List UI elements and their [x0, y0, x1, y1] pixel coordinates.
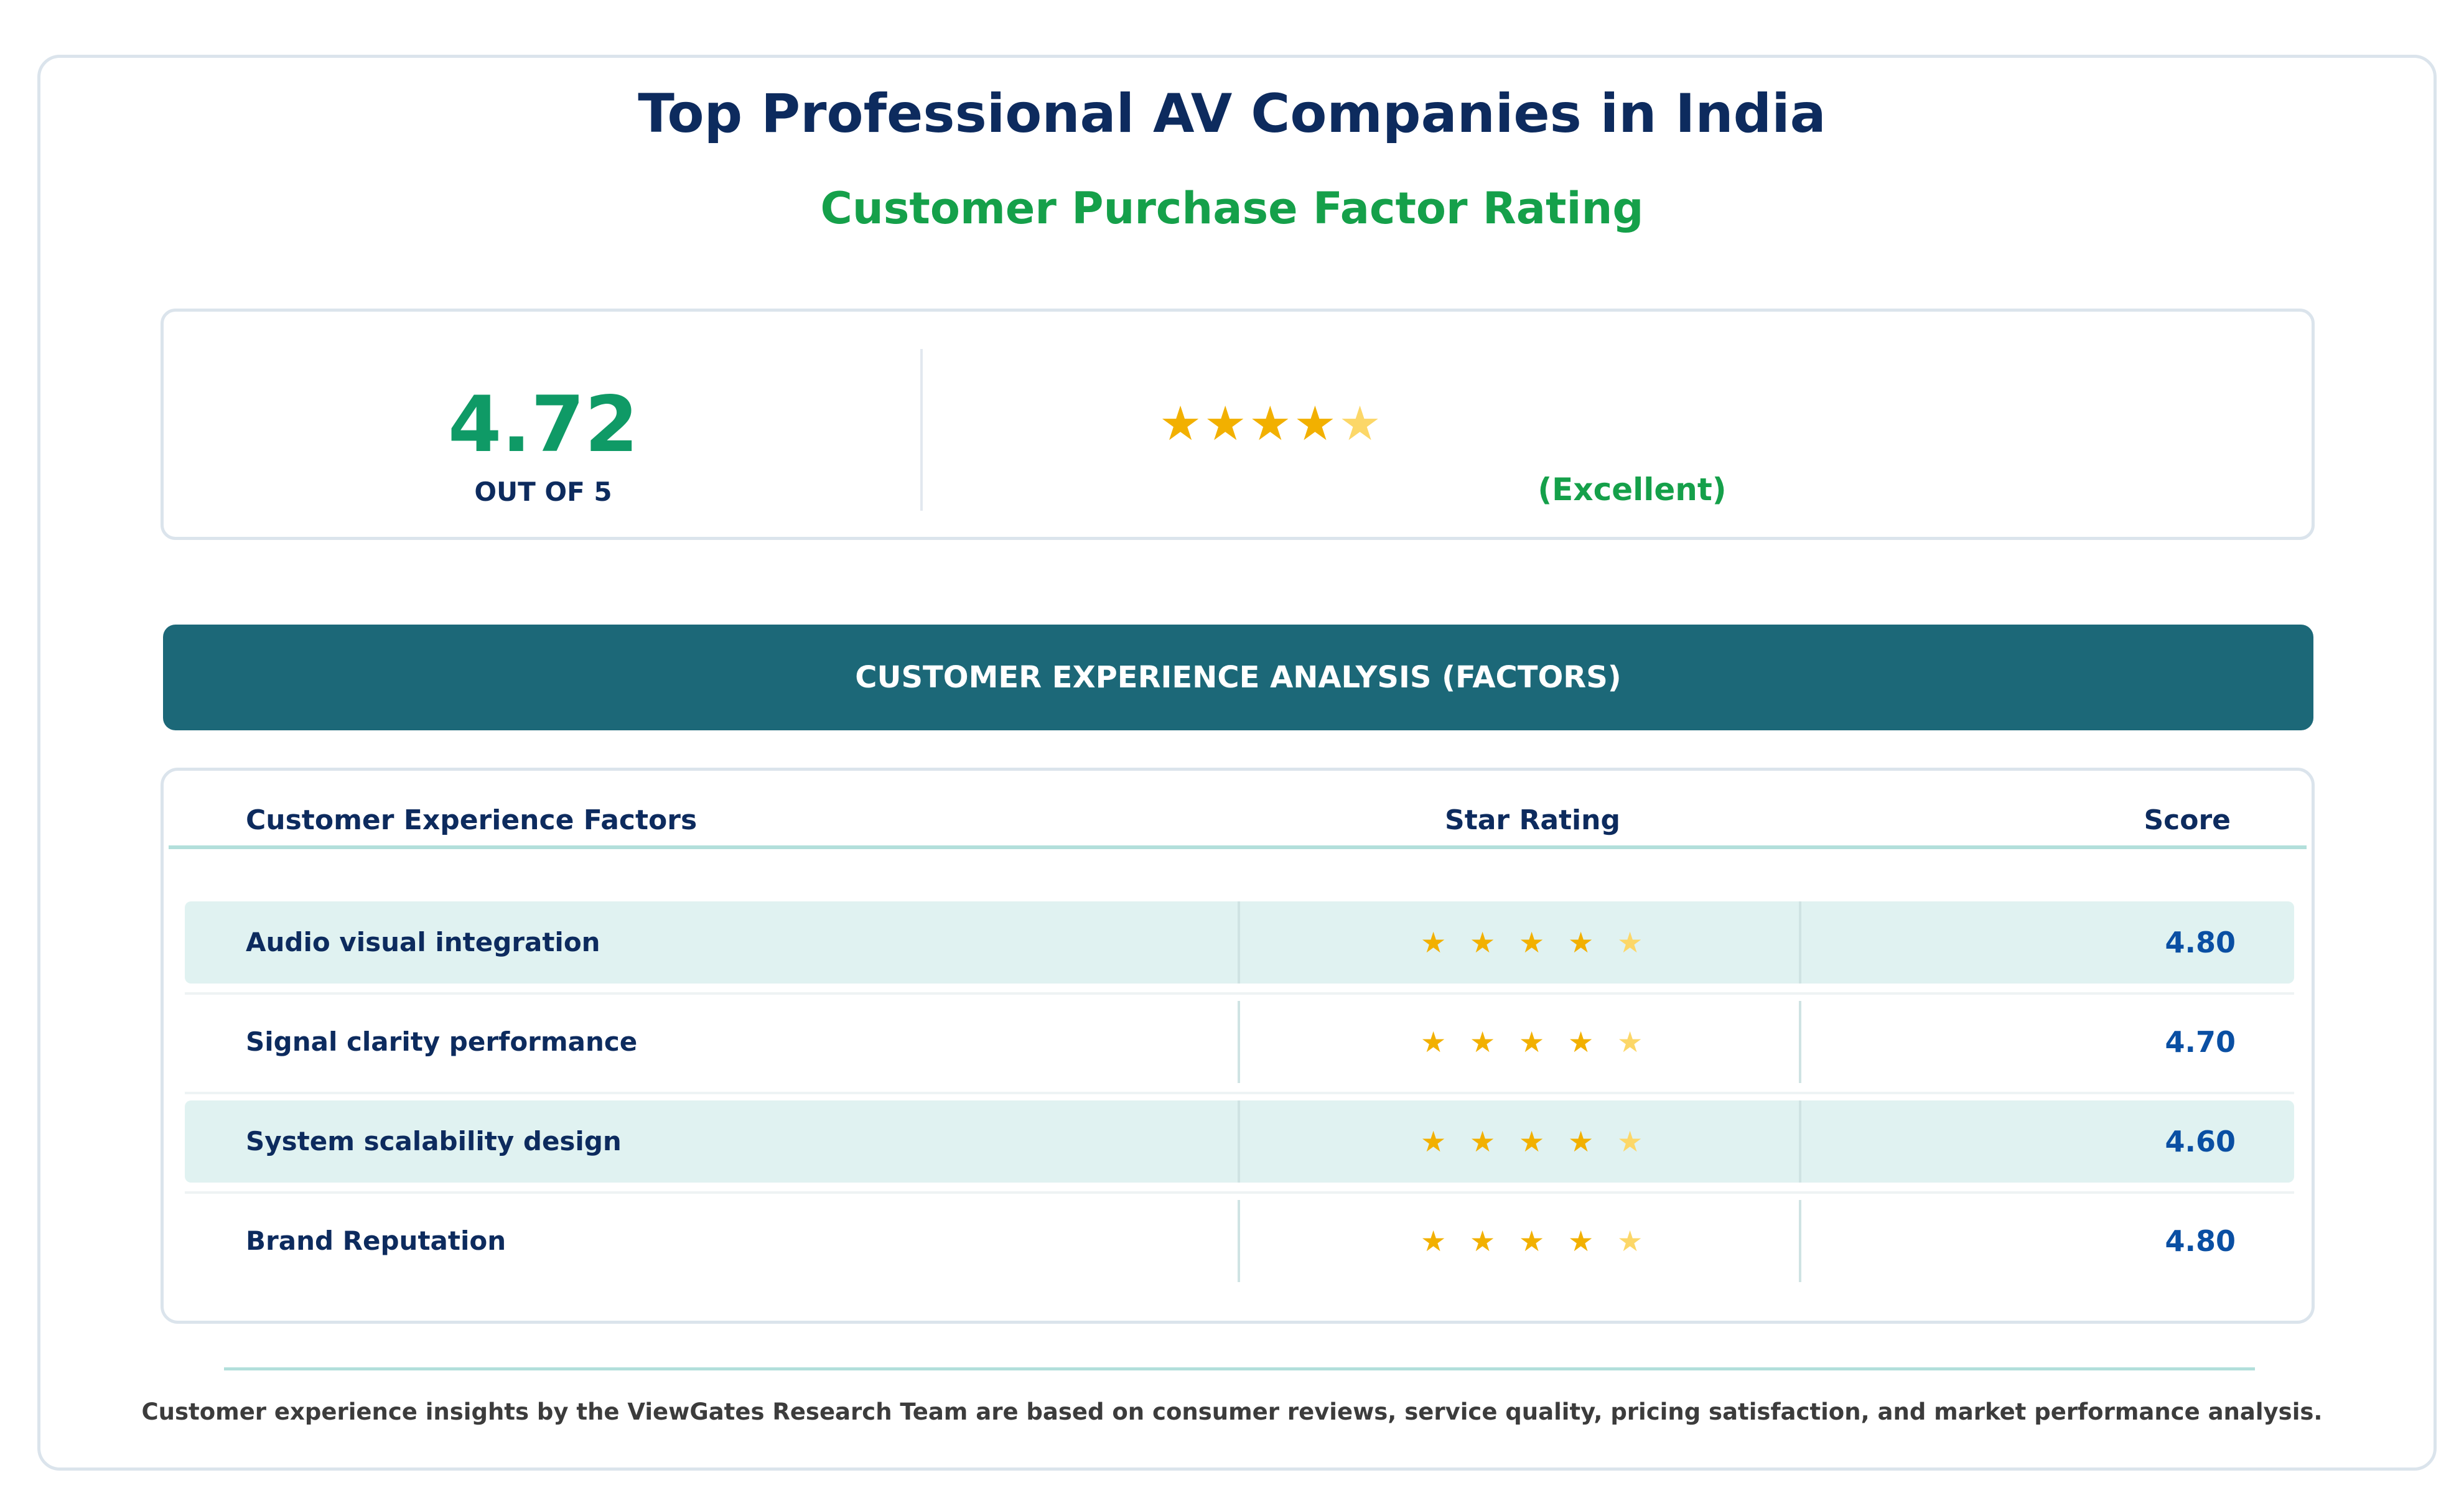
overall-rating-panel: 4.72 OUT OF 5 ★★★★★ (Excellent)	[161, 309, 2315, 540]
column-divider	[1238, 1200, 1240, 1282]
star-icon: ★	[1519, 1025, 1545, 1059]
factor-score: 4.80	[2165, 1224, 2236, 1258]
factors-table: Customer Experience Factors Star Rating …	[161, 768, 2315, 1324]
star-icon: ★	[1421, 926, 1447, 959]
factor-name: Signal clarity performance	[246, 1026, 638, 1057]
overall-score: 4.72	[448, 380, 638, 470]
star-icon: ★	[1519, 1125, 1545, 1158]
column-divider	[1238, 1001, 1240, 1083]
factor-score: 4.70	[2165, 1025, 2236, 1059]
page-subtitle: Customer Purchase Factor Rating	[820, 183, 1644, 234]
row-divider	[185, 992, 2294, 995]
row-star-rating: ★ ★ ★ ★ ★	[1421, 901, 1671, 984]
factor-score: 4.60	[2165, 1125, 2236, 1158]
star-icon: ★	[1568, 1125, 1594, 1158]
star-icon: ★	[1568, 926, 1594, 959]
row-star-rating: ★ ★ ★ ★ ★	[1421, 1100, 1671, 1183]
star-icon: ★	[1421, 1025, 1447, 1059]
footer-note: Customer experience insights by the View…	[141, 1398, 2323, 1425]
row-star-rating: ★ ★ ★ ★ ★	[1421, 1001, 1671, 1083]
row-star-rating: ★ ★ ★ ★ ★	[1421, 1200, 1671, 1282]
star-icon: ★	[1421, 1224, 1447, 1258]
column-divider	[1799, 901, 1801, 984]
overall-star-rating: ★★★★★	[1159, 393, 1384, 455]
table-row: Audio visual integration ★ ★ ★ ★ ★ 4.80	[185, 901, 2294, 984]
header-divider	[169, 845, 2307, 849]
star-icon: ★	[1470, 1025, 1496, 1059]
column-divider	[1238, 1100, 1240, 1183]
partial-star-icon: ★	[1617, 926, 1643, 959]
footer-divider	[224, 1367, 2255, 1370]
partial-star-icon: ★	[1617, 1025, 1643, 1059]
section-banner: CUSTOMER EXPERIENCE ANALYSIS (FACTORS)	[163, 625, 2313, 730]
column-divider	[1799, 1200, 1801, 1282]
star-icon: ★★★★	[1159, 396, 1339, 451]
factor-name: Audio visual integration	[246, 927, 600, 957]
table-row: Brand Reputation ★ ★ ★ ★ ★ 4.80	[185, 1200, 2294, 1282]
star-icon: ★	[1470, 926, 1496, 959]
table-row: System scalability design ★ ★ ★ ★ ★ 4.60	[185, 1100, 2294, 1183]
column-header-star-rating: Star Rating	[1445, 804, 1620, 836]
column-header-factor: Customer Experience Factors	[246, 804, 698, 836]
partial-star-icon: ★	[1617, 1224, 1643, 1258]
column-divider	[1799, 1100, 1801, 1183]
star-icon: ★	[1519, 926, 1545, 959]
partial-star-icon: ★	[1617, 1125, 1643, 1158]
star-icon: ★	[1519, 1224, 1545, 1258]
star-icon: ★	[1568, 1025, 1594, 1059]
factor-name: System scalability design	[246, 1126, 622, 1156]
rating-label: (Excellent)	[1538, 472, 1727, 508]
row-divider	[185, 1092, 2294, 1094]
column-divider	[1799, 1001, 1801, 1083]
partial-star-icon: ★	[1338, 396, 1384, 451]
table-row: Signal clarity performance ★ ★ ★ ★ ★ 4.70	[185, 1001, 2294, 1083]
column-header-score: Score	[2144, 804, 2231, 836]
star-icon: ★	[1421, 1125, 1447, 1158]
page-title: Top Professional AV Companies in India	[638, 83, 1826, 145]
star-icon: ★	[1470, 1224, 1496, 1258]
factor-score: 4.80	[2165, 926, 2236, 959]
panel-divider	[920, 349, 923, 511]
factor-name: Brand Reputation	[246, 1226, 506, 1256]
star-icon: ★	[1568, 1224, 1594, 1258]
star-icon: ★	[1470, 1125, 1496, 1158]
column-divider	[1238, 901, 1240, 984]
score-scale-label: OUT OF 5	[474, 477, 612, 507]
row-divider	[185, 1191, 2294, 1194]
report-card	[37, 55, 2437, 1471]
